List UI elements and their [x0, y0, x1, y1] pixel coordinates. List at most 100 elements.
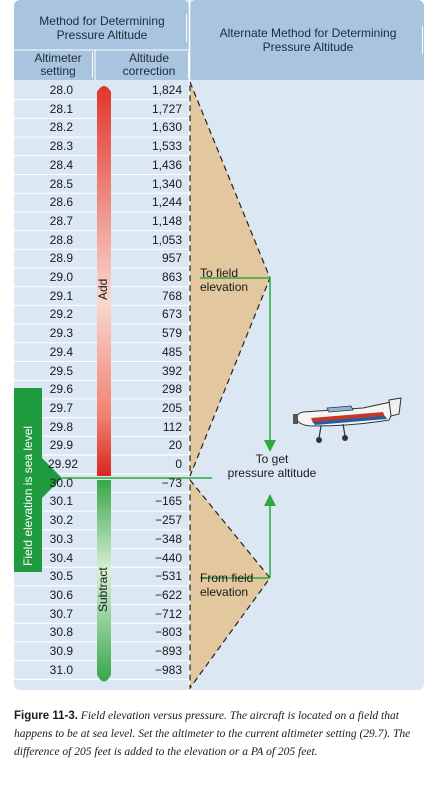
figure: Method for Determining Pressure Altitude… — [14, 0, 424, 690]
airplane-icon — [293, 397, 402, 443]
table-row: 30.4 −440 — [16, 549, 190, 567]
up-arrow-head — [264, 494, 276, 506]
add-label: Add — [96, 278, 110, 300]
from-field-line-2: elevation — [200, 585, 249, 599]
altimeter-setting-cell: 28.1 — [49, 101, 73, 116]
add-bar — [97, 86, 111, 476]
altimeter-setting-cell: 30.9 — [49, 644, 73, 658]
altimeter-setting-cell: 29.2 — [49, 307, 73, 322]
altitude-correction-cell: 1,148 — [151, 213, 182, 228]
to-field-line-2: elevation — [200, 280, 249, 294]
table-row: 29.8 112 — [16, 418, 190, 436]
altimeter-setting-cell: 30.7 — [49, 606, 73, 621]
altimeter-setting-cell: 31.0 — [49, 662, 73, 677]
altitude-correction-cell: 392 — [161, 363, 182, 378]
altitude-correction-cell: 298 — [161, 382, 182, 397]
table-row: 29.3 579 — [16, 324, 190, 342]
sea-level-label: Field elevation is sea level — [21, 425, 35, 566]
column-header-correction: Altitude correction — [110, 52, 189, 78]
from-field-elevation-label: From field elevation — [200, 571, 253, 599]
header-fill — [14, 50, 424, 80]
altitude-correction-cell: 579 — [161, 326, 182, 341]
altitude-correction-cell: 1,244 — [151, 195, 182, 210]
altitude-correction-cell: 957 — [161, 251, 182, 266]
altitude-correction-cell: 205 — [161, 400, 182, 415]
table-row: 29.2 673 — [16, 305, 190, 323]
to-get-line-1: To get — [255, 452, 289, 466]
altitude-correction-cell: −712 — [154, 606, 182, 621]
to-get-pressure-altitude-label: To get pressure altitude — [212, 452, 332, 480]
altimeter-setting-cell: 29.1 — [49, 288, 73, 303]
altitude-correction-cell: 768 — [161, 288, 182, 303]
altitude-correction-cell: 0 — [175, 457, 182, 471]
figure-background — [14, 0, 424, 690]
table-row: 30.5 −531 — [16, 567, 190, 585]
altitude-correction-cell: −803 — [154, 625, 182, 640]
altimeter-setting-cell: 28.3 — [49, 139, 73, 154]
to-field-line-1: To field — [200, 266, 239, 280]
altimeter-setting-cell: 29.9 — [49, 438, 73, 453]
altitude-correction-cell: −257 — [154, 513, 182, 528]
table-row: 29.7 205 — [16, 399, 190, 417]
altimeter-setting-cell: 29.7 — [49, 400, 73, 415]
altimeter-setting-cell: 30.2 — [49, 513, 73, 528]
altimeter-setting-cell: 30.5 — [49, 569, 73, 584]
altimeter-setting-cell: 29.5 — [49, 363, 73, 378]
upper-triangle — [189, 81, 271, 477]
altimeter-setting-cell: 28.4 — [49, 157, 73, 172]
left-header-title: Method for Determining Pressure Altitude — [18, 14, 187, 42]
column-header-setting: Altimeter setting — [24, 52, 93, 78]
sea-level-box — [14, 388, 42, 572]
figure-caption: Figure 11-3. Field elevation versus pres… — [14, 707, 418, 761]
altimeter-setting-cell: 30.4 — [49, 550, 73, 565]
table-row: 29.0 863 — [16, 268, 190, 286]
altimeter-setting-cell: 29.4 — [49, 344, 73, 359]
altitude-correction-cell: −348 — [154, 531, 182, 546]
altitude-correction-cell: −622 — [154, 587, 182, 602]
altimeter-setting-cell: 28.5 — [49, 176, 73, 191]
altitude-correction-cell: 112 — [162, 419, 182, 434]
lower-triangle — [189, 478, 271, 690]
altimeter-setting-cell: 28.8 — [49, 232, 73, 247]
caption-label: Figure 11-3. — [14, 710, 78, 722]
table-row: 28.7 1,148 — [16, 212, 190, 230]
from-field-line-1: From field — [200, 571, 254, 585]
altitude-correction-cell: 1,824 — [151, 83, 182, 97]
altimeter-setting-cell: 29.6 — [49, 382, 73, 397]
altitude-correction-cell: −983 — [154, 662, 182, 677]
table-row: 28.2 1,630 — [16, 118, 190, 136]
altitude-correction-cell: −893 — [154, 644, 182, 658]
to-field-elevation-label: To field elevation — [200, 266, 248, 294]
right-header-title: Alternate Method for Determining Pressur… — [194, 26, 423, 54]
altitude-correction-cell: 20 — [168, 438, 182, 453]
table-row: 30.8 −803 — [16, 623, 190, 641]
table-row: 30.3 −348 — [16, 530, 190, 548]
table-row: 30.6 −622 — [16, 586, 190, 604]
table-row: 28.9 957 — [16, 249, 190, 267]
altitude-correction-cell: 485 — [161, 344, 182, 359]
sea-level-pointer — [42, 458, 62, 498]
altimeter-setting-cell: 30.8 — [49, 625, 73, 640]
table-row: 29.4 485 — [16, 343, 190, 361]
table-row: 29.92 0 — [16, 455, 190, 473]
table-row: 29.6 298 — [16, 380, 190, 398]
altitude-correction-cell: −440 — [154, 550, 182, 565]
table-row: 28.1 1,727 — [16, 100, 190, 118]
altimeter-setting-cell: 30.3 — [49, 531, 73, 546]
subtract-bar — [97, 480, 111, 682]
altitude-correction-cell: 1,436 — [151, 157, 182, 172]
table-row: 30.7 −712 — [16, 605, 190, 623]
table-row: 30.1 −165 — [16, 492, 190, 510]
altimeter-setting-cell: 30.6 — [49, 587, 73, 602]
table-row: 28.4 1,436 — [16, 156, 190, 174]
table-row: 29.1 768 — [16, 287, 190, 305]
altimeter-setting-cell: 28.0 — [49, 83, 73, 97]
table-row: 30.9 −893 — [16, 642, 190, 660]
altimeter-setting-cell: 28.2 — [49, 120, 73, 135]
altimeter-setting-cell: 28.6 — [49, 195, 73, 210]
altimeter-setting-cell: 29.92 — [47, 457, 78, 471]
altitude-correction-cell: −531 — [154, 569, 182, 584]
table-row: 28.3 1,533 — [16, 137, 190, 155]
altimeter-setting-cell: 30.0 — [49, 475, 73, 490]
altimeter-setting-cell: 29.8 — [49, 419, 73, 434]
